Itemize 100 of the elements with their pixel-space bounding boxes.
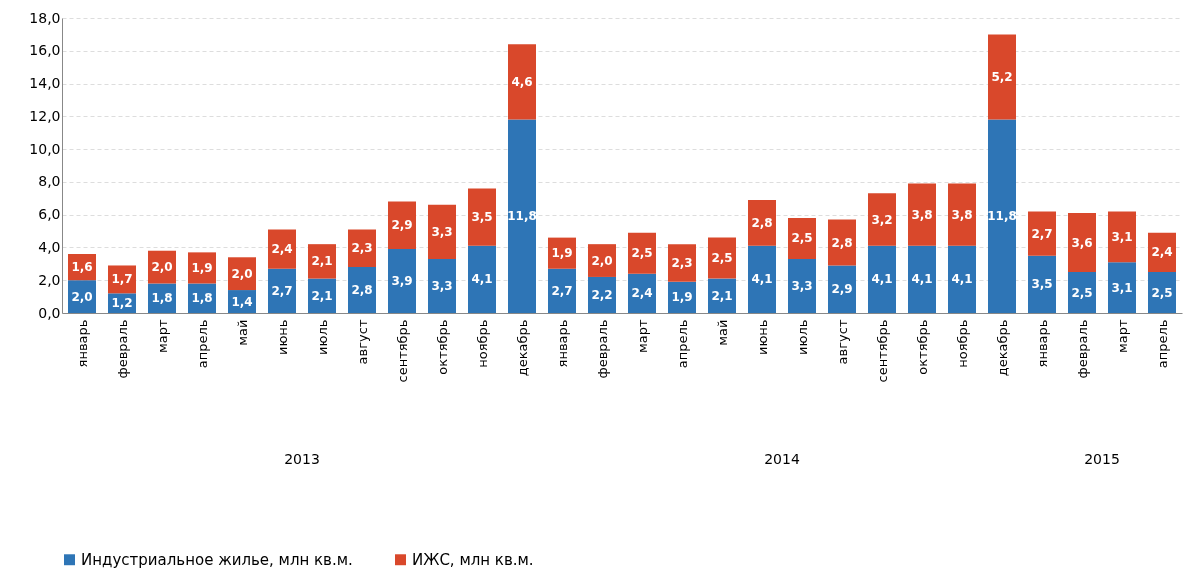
bar [868,193,896,246]
bar [388,201,416,250]
data-label: 1,4 [231,294,253,309]
bar [428,258,456,313]
data-label: 1,7 [111,272,133,287]
data-label: 2,5 [631,246,653,261]
x-tick-label: август [354,319,370,365]
x-tick-label: ноябрь [474,319,490,368]
bar [468,188,496,246]
data-label: 2,8 [751,215,773,230]
data-label: 11,8 [507,209,537,224]
data-label: 2,4 [1151,245,1173,260]
data-label: 2,2 [591,287,613,302]
data-label: 4,1 [871,272,893,287]
bar [1068,213,1096,273]
y-tick-label: 10,0 [29,140,61,157]
bar [1108,262,1136,313]
text: 2014 [764,451,800,467]
data-label: 2,4 [271,242,293,257]
data-label: 11,8 [987,209,1017,224]
y-tick-label: 2,0 [38,271,61,288]
bar [308,244,336,279]
bar [988,119,1016,313]
x-tick-label: июнь [754,319,770,356]
data-label: 2,0 [231,266,253,281]
x-tick-label: апрель [674,319,690,369]
y-tick-label: 0,0 [38,304,61,321]
bar [348,229,376,268]
text: 2015 [1084,451,1120,467]
bar [988,34,1016,120]
x-tick-label: декабрь [994,319,1010,377]
data-label: 2,5 [791,231,813,246]
bar [948,245,976,313]
bar [708,237,736,279]
data-label: 2,1 [311,254,333,269]
data-label: 1,6 [71,260,93,275]
data-label: 2,5 [711,251,733,266]
x-tick-label: апрель [1154,319,1170,369]
data-label: 3,6 [1071,235,1093,250]
data-label: 1,9 [191,260,213,275]
bar [908,183,936,246]
data-label: 3,8 [951,207,973,222]
x-tick-label: июль [794,319,810,355]
x-tick-label: февраль [1074,319,1090,379]
x-tick-label: октябрь [434,319,450,375]
x-tick-label: декабрь [514,319,530,377]
data-label: 2,0 [71,289,93,304]
bar [868,245,896,313]
legend-label: ИЖС, млн кв.м. [412,550,534,569]
data-label: 4,1 [471,272,493,287]
bar [388,249,416,313]
bar [268,229,296,269]
x-tick-label: январь [554,319,570,368]
x-tick-label: февраль [594,319,610,379]
data-label: 2,8 [831,235,853,250]
data-label: 2,9 [831,282,853,297]
bar [788,258,816,313]
text: 2013 [284,451,320,467]
data-label: 5,2 [991,70,1013,84]
y-tick-label: 12,0 [29,107,61,124]
x-tick-label: июль [314,319,330,355]
data-label: 3,2 [871,212,893,227]
bar [508,119,536,313]
bar [828,265,856,313]
data-label: 2,3 [671,256,693,271]
data-label: 4,1 [951,272,973,287]
data-label: 3,3 [431,224,453,239]
bar [1068,272,1096,313]
data-label: 3,8 [911,207,933,222]
data-label: 2,4 [631,286,653,301]
bar [1148,272,1176,313]
data-label: 3,3 [791,278,813,293]
x-tick-label: август [834,319,850,365]
data-label: 4,6 [511,74,533,89]
x-tick-label: январь [1034,319,1050,368]
x-tick-label: июнь [274,319,290,356]
y-tick-label: 14,0 [29,75,61,92]
data-label: 1,8 [191,291,213,306]
bar [348,267,376,313]
data-label: 2,7 [271,283,293,298]
data-label: 2,0 [591,253,613,268]
data-label: 2,9 [391,218,413,233]
bar [908,245,936,313]
data-label: 2,5 [1151,285,1173,300]
x-tick-label: март [154,319,170,354]
data-label: 2,3 [351,241,373,256]
bar [628,232,656,274]
data-label: 2,1 [311,288,333,303]
data-label: 4,1 [911,272,933,287]
y-tick-label: 6,0 [38,206,61,223]
data-label: 2,7 [1031,226,1053,241]
data-label: 3,3 [431,278,453,293]
data-label: 1,8 [151,291,173,306]
bar [1028,255,1056,313]
data-label: 3,5 [1031,277,1053,292]
y-tick-label: 18,0 [29,9,61,26]
bar [748,245,776,313]
data-label: 2,0 [151,260,173,275]
data-label: 3,1 [1111,280,1133,295]
bar [1108,211,1136,263]
